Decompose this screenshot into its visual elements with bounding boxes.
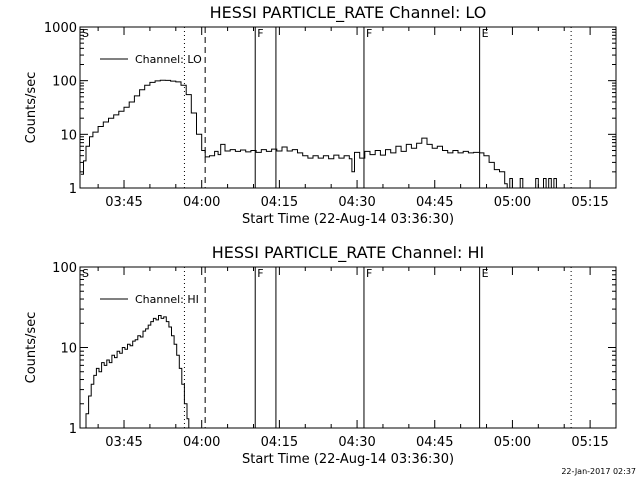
x-tick-label-lo: 04:00 bbox=[183, 195, 220, 210]
x-tick-label-hi: 04:15 bbox=[261, 435, 298, 450]
chart-panel-lo: HESSI PARTICLE_RATE Channel: LO Start Ti… bbox=[24, 3, 617, 227]
x-tick-label-hi: 05:15 bbox=[571, 435, 608, 450]
data-series-line-lo bbox=[80, 79, 557, 189]
event-marker-label-lo: S bbox=[82, 27, 89, 40]
chart-title-hi: HESSI PARTICLE_RATE Channel: HI bbox=[212, 243, 485, 263]
data-series-line-hi bbox=[83, 315, 190, 429]
legend-label-lo: Channel: LO bbox=[135, 53, 202, 66]
x-tick-label-lo: 04:30 bbox=[338, 195, 375, 210]
x-tick-label-hi: 04:00 bbox=[183, 435, 220, 450]
x-tick-label-hi: 03:45 bbox=[105, 435, 142, 450]
chart-title-lo: HESSI PARTICLE_RATE Channel: LO bbox=[210, 3, 487, 23]
x-tick-label-lo: 04:15 bbox=[261, 195, 298, 210]
x-tick-label-lo: 05:00 bbox=[494, 195, 531, 210]
x-tick-label-hi: 04:45 bbox=[416, 435, 453, 450]
event-marker-label-hi: F bbox=[257, 267, 263, 280]
event-marker-label-hi: F bbox=[366, 267, 372, 280]
x-tick-label-lo: 04:45 bbox=[416, 195, 453, 210]
x-tick-label-lo: 05:15 bbox=[571, 195, 608, 210]
plot-frame-hi bbox=[79, 266, 617, 429]
y-tick-label-hi: 1 bbox=[69, 422, 77, 437]
x-axis-label-lo: Start Time (22-Aug-14 03:36:30) bbox=[242, 212, 454, 227]
legend-label-hi: Channel: HI bbox=[135, 293, 199, 306]
y-axis-label-lo: Counts/sec bbox=[24, 72, 39, 144]
plot-frame-lo bbox=[79, 26, 617, 189]
x-tick-label-lo: 03:45 bbox=[105, 195, 142, 210]
y-tick-label-hi: 10 bbox=[60, 342, 77, 357]
y-axis-label-hi: Counts/sec bbox=[24, 312, 39, 384]
event-marker-label-lo: F bbox=[257, 27, 263, 40]
x-tick-label-hi: 05:00 bbox=[494, 435, 531, 450]
event-marker-label-hi: S bbox=[82, 267, 89, 280]
event-marker-label-lo: F bbox=[366, 27, 372, 40]
x-tick-label-hi: 04:30 bbox=[338, 435, 375, 450]
y-tick-label-hi: 100 bbox=[52, 261, 77, 276]
event-marker-label-hi: E bbox=[482, 267, 489, 280]
x-axis-label-hi: Start Time (22-Aug-14 03:36:30) bbox=[242, 452, 454, 467]
plot-timestamp: 22-Jan-2017 02:37 bbox=[561, 467, 636, 476]
chart-panel-hi: HESSI PARTICLE_RATE Channel: HI Start Ti… bbox=[24, 243, 617, 467]
y-tick-label-lo: 100 bbox=[52, 75, 77, 90]
y-tick-label-lo: 10 bbox=[60, 128, 77, 143]
event-marker-label-lo: E bbox=[482, 27, 489, 40]
y-tick-label-lo: 1 bbox=[69, 182, 77, 197]
y-tick-label-lo: 1000 bbox=[44, 21, 77, 36]
